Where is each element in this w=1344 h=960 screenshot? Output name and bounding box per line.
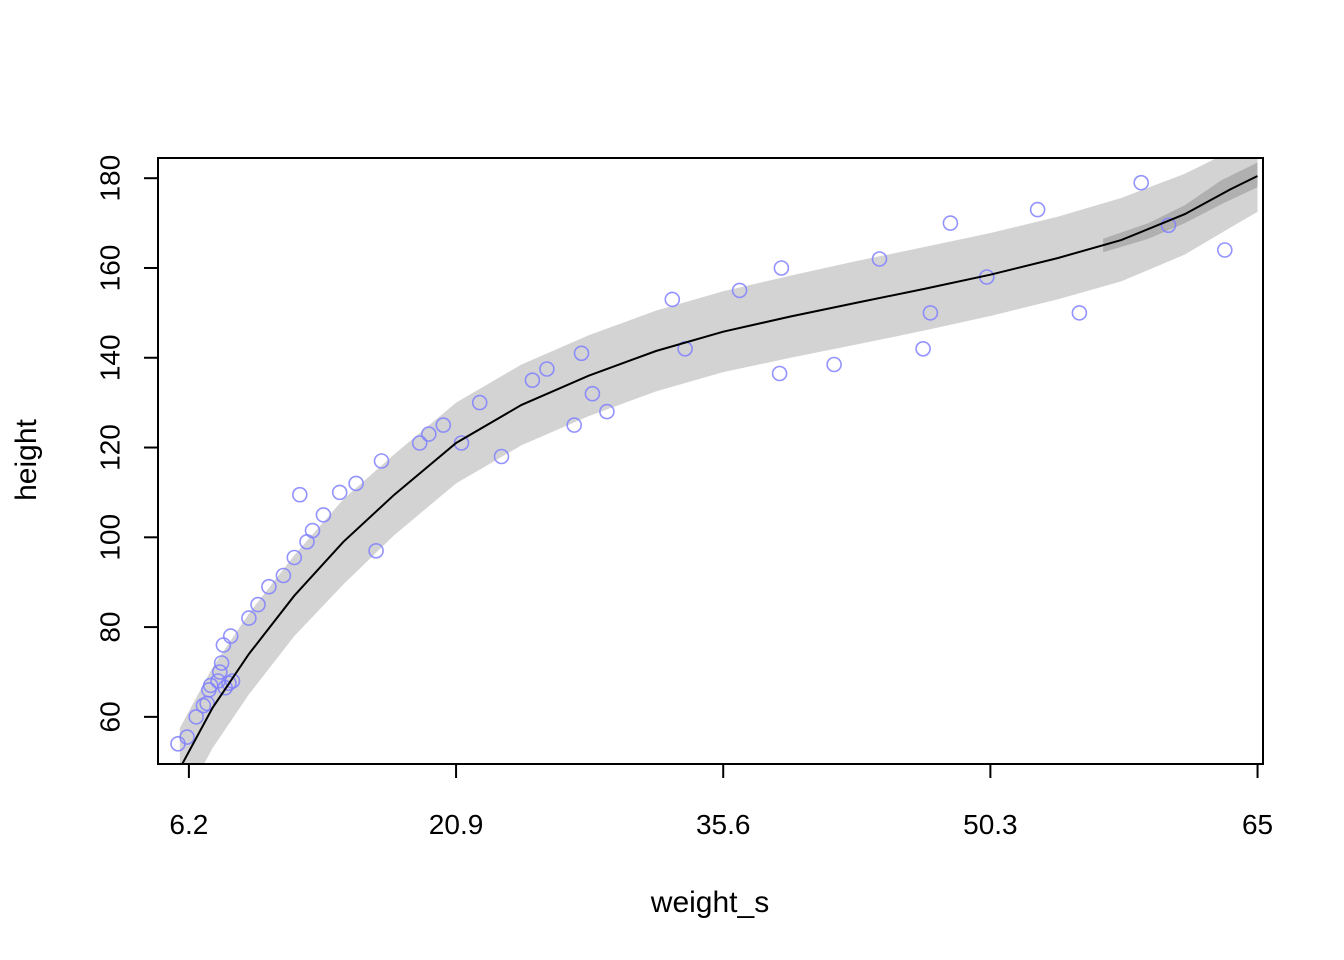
data-point (241, 610, 257, 626)
data-point (566, 417, 583, 433)
data-point (275, 567, 292, 584)
data-point (731, 282, 748, 299)
data-point (435, 417, 452, 433)
y-axis-label: height (10, 418, 43, 500)
x-tick-label: 20.9 (429, 809, 484, 840)
data-point (599, 403, 615, 420)
data-point (286, 549, 303, 566)
data-point (471, 394, 488, 411)
mean-interval-band (1103, 162, 1258, 253)
data-point (250, 596, 266, 613)
data-point (773, 260, 790, 276)
data-point (331, 484, 348, 501)
data-point (771, 365, 788, 382)
data-point (493, 448, 510, 465)
data-point (213, 655, 230, 671)
data-point (1160, 217, 1177, 234)
y-axis-ticks: 60 80 100 120 140 160 180 (94, 155, 158, 732)
data-point (922, 305, 939, 321)
data-point (315, 507, 332, 523)
y-tick-label: 160 (94, 245, 125, 292)
data-point (664, 291, 681, 308)
data-point (348, 475, 364, 492)
data-point (224, 673, 241, 689)
data-point (368, 542, 384, 559)
y-tick-label: 120 (95, 424, 126, 471)
y-tick-label: 100 (95, 514, 126, 561)
y-tick-label: 180 (95, 155, 126, 202)
y-tick-label: 60 (94, 701, 125, 732)
data-point (826, 356, 842, 373)
data-point (373, 453, 390, 469)
x-axis-ticks: 6.2 20.9 35.6 50.3 65 (169, 764, 1273, 840)
data-point (539, 361, 555, 377)
data-point (1217, 242, 1233, 258)
data-point (915, 340, 931, 357)
data-point (453, 435, 470, 451)
data-point (524, 372, 541, 389)
data-point (299, 533, 315, 550)
data-point (1029, 201, 1046, 218)
data-point (420, 426, 437, 442)
x-axis-label: weight_s (650, 886, 769, 919)
data-point (291, 486, 308, 503)
data-point (573, 345, 590, 362)
data-point (261, 578, 277, 595)
data-point (188, 709, 204, 725)
data-point (222, 628, 239, 644)
data-point (1133, 174, 1149, 191)
x-tick-label: 35.6 (696, 809, 751, 840)
data-point (1071, 305, 1088, 321)
y-tick-label: 140 (94, 334, 125, 381)
y-tick-label: 80 (94, 612, 125, 643)
data-point (195, 697, 212, 714)
x-tick-label: 50.3 (963, 809, 1018, 840)
data-point (942, 215, 959, 231)
x-tick-label: 65 (1242, 809, 1273, 840)
x-tick-label: 6.2 (169, 809, 208, 840)
data-point (179, 729, 195, 745)
data-point (871, 251, 888, 267)
mean-line (181, 175, 1258, 764)
prediction-interval-band (179, 158, 1258, 764)
data-point (221, 675, 237, 692)
data-point (411, 435, 428, 451)
data-point (212, 664, 228, 680)
scatter-points (170, 174, 1233, 752)
data-point (584, 385, 601, 402)
